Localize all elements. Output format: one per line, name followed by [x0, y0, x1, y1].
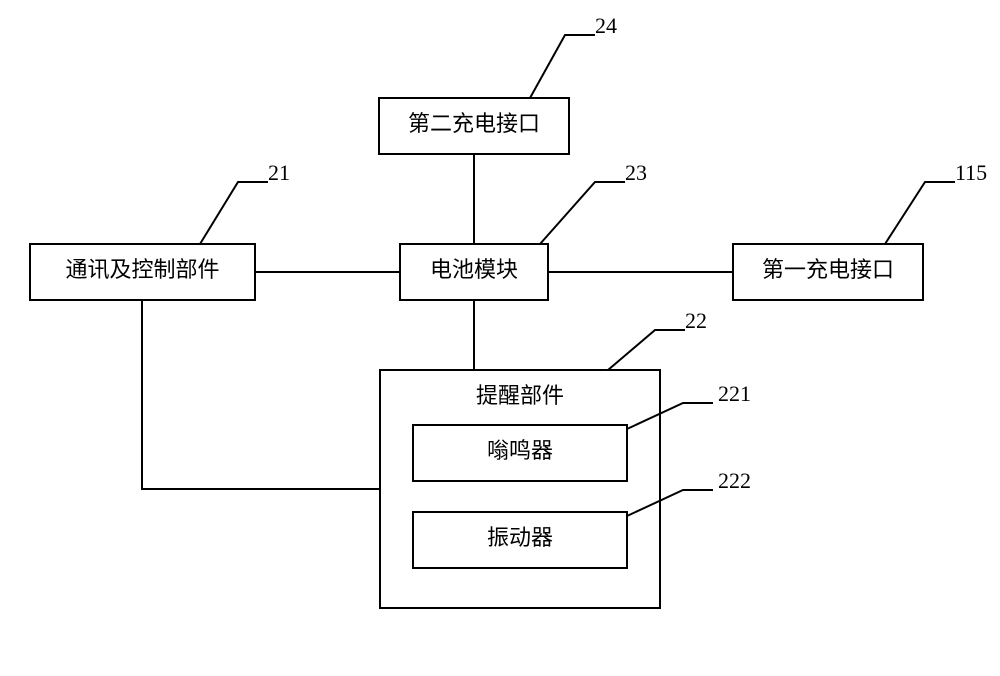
block-label: 第一充电接口	[762, 257, 894, 282]
callout-number: 24	[595, 13, 617, 38]
block-label: 振动器	[487, 525, 553, 550]
callout-number: 222	[718, 468, 751, 493]
callout-number: 221	[718, 381, 751, 406]
block-label: 第二充电接口	[408, 111, 540, 136]
callout-number: 21	[268, 160, 290, 185]
callout-number: 22	[685, 308, 707, 333]
callout-number: 23	[625, 160, 647, 185]
block-diagram: 第二充电接口 24 通讯及控制部件 21 电池模块 23 第一充电接口 115 提醒部件 22 嗡鸣…	[0, 0, 1000, 676]
canvas-bg	[0, 0, 1000, 676]
callout-number: 115	[955, 160, 987, 185]
block-label: 嗡鸣器	[487, 438, 553, 463]
block-label: 通讯及控制部件	[65, 257, 219, 282]
block-label: 电池模块	[430, 257, 518, 282]
block-label: 提醒部件	[476, 383, 564, 408]
